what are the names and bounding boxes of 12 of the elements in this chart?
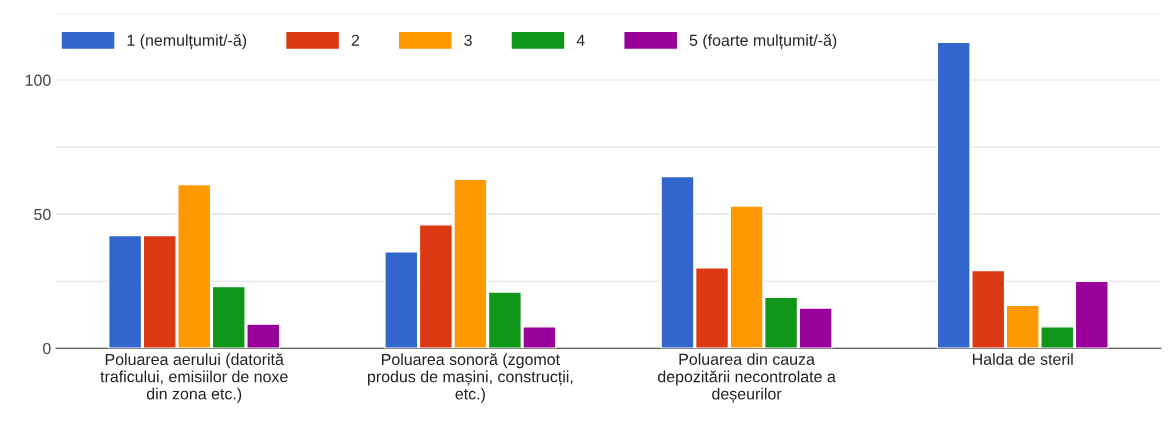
x-tick-label: Poluarea aerului (datorită traficului, emisiilor de noxe din zona etc.)	[100, 353, 288, 403]
y-tick-label: 50	[34, 208, 51, 221]
legend-label: 3	[464, 34, 472, 46]
y-tick-label: 100	[25, 74, 51, 86]
legend-label: 2	[351, 34, 359, 46]
x-tick-label: Poluarea din cauza depozitării necontrolate a deșeurilor	[658, 353, 836, 403]
legend-label: 1 (nemulțumit/-ă)	[127, 34, 247, 50]
x-tick-label: Poluarea sonoră (zgomot produs de mașini, construcții, etc.)	[367, 353, 573, 403]
legend-label: 5 (foarte mulțumit/-ă)	[689, 34, 837, 50]
legend-label: 4	[576, 34, 585, 46]
x-tick-label: Halda de steril	[972, 353, 1073, 365]
y-tick-label: 0	[42, 342, 51, 355]
